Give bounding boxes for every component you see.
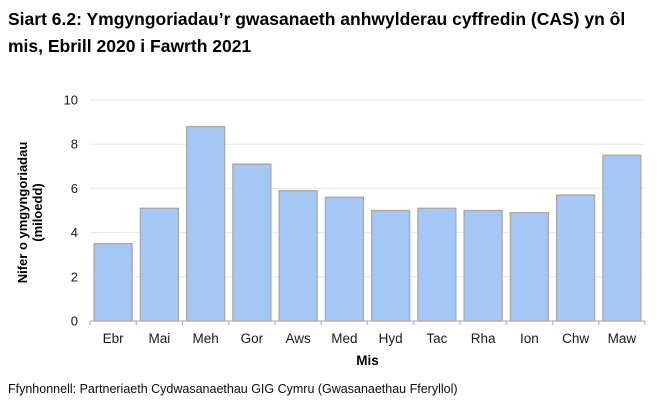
x-tick-label-chw: Chw [562,331,589,346]
y-tick-label-6: 6 [71,181,78,196]
x-tick-label-aws: Aws [285,331,311,346]
x-tick-label-meh: Meh [192,331,218,346]
x-tick-label-rha: Rha [471,331,496,346]
bar-rha [463,209,503,322]
bar-mai [139,207,180,322]
bar-ion [509,212,550,322]
y-tick-label-10: 10 [64,93,78,108]
x-tick-label-tac: Tac [426,331,447,346]
bar-tac [417,207,457,322]
y-tick-label-2: 2 [71,269,78,284]
x-tick-label-med: Med [331,331,357,346]
x-tick-label-hyd: Hyd [379,331,403,346]
y-tick-label-8: 8 [71,137,78,152]
bar-gor [232,163,272,322]
y-axis-title-line2: (miloedd) [30,183,45,242]
bar-med [324,196,365,322]
x-tick-label-ebr: Ebr [103,331,125,346]
bar-chart: 0 2 4 6 8 10 Ebr Mai Meh Gor Aws Med Hyd Tac Rha Ion Chw… [15,93,646,368]
bar-hyd [370,209,411,322]
chart-title: Siart 6.2: Ymgyngoriadau’r gwasanaeth an… [8,9,626,56]
x-tick-label-gor: Gor [241,331,264,346]
x-axis-title: Mis [356,353,379,368]
y-tick-label-0: 0 [71,314,78,329]
x-tick-label-mai: Mai [148,331,170,346]
bar-meh [185,125,226,322]
y-axis-title-line1: Nifer o ymgyngoriadau [15,142,30,284]
x-tick-label-maw: Maw [608,331,637,346]
bar-aws [278,189,318,322]
source-note: Ffynhonnell: Partneriaeth Cydwasanaethau… [8,382,458,396]
bar-ebr [93,242,133,322]
bar-chw [555,194,596,322]
y-tick-label-4: 4 [71,225,78,240]
x-tick-label-ion: Ion [520,331,539,346]
bar-maw [602,154,642,322]
